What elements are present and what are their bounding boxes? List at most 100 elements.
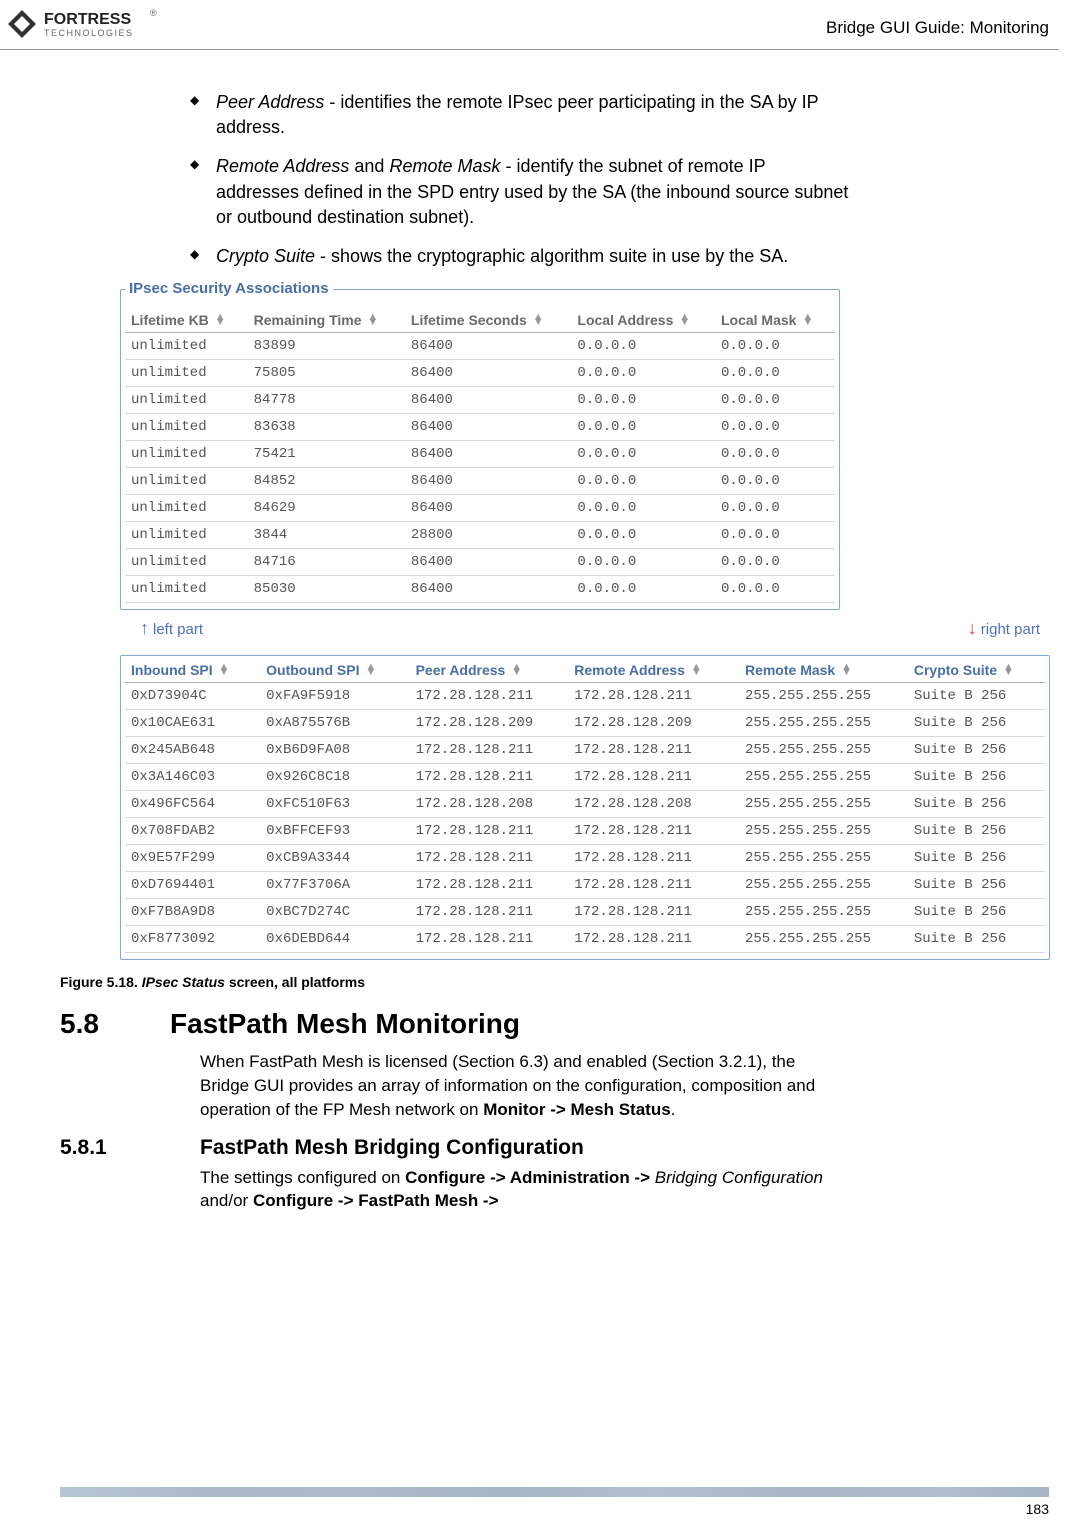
table-cell: 172.28.128.211 bbox=[410, 872, 569, 899]
table-row: unlimited83899864000.0.0.00.0.0.0 bbox=[125, 333, 835, 360]
table1-header[interactable]: Local Address ▲▼ bbox=[571, 308, 715, 333]
table-cell: 0.0.0.0 bbox=[571, 333, 715, 360]
table-cell: 84778 bbox=[248, 387, 405, 414]
ipsec-group-title: IPsec Security Associations bbox=[125, 280, 333, 297]
table2-header[interactable]: Outbound SPI ▲▼ bbox=[260, 658, 409, 683]
table2-header[interactable]: Crypto Suite ▲▼ bbox=[908, 658, 1045, 683]
table-cell: 172.28.128.208 bbox=[410, 791, 569, 818]
table-row: unlimited75421864000.0.0.00.0.0.0 bbox=[125, 441, 835, 468]
table1-header[interactable]: Remaining Time ▲▼ bbox=[248, 308, 405, 333]
table-cell: 86400 bbox=[405, 495, 572, 522]
section-5-8-title: FastPath Mesh Monitoring bbox=[170, 1008, 520, 1040]
table1-header[interactable]: Local Mask ▲▼ bbox=[715, 308, 835, 333]
table-cell: 86400 bbox=[405, 468, 572, 495]
table-cell: 0x6DEBD644 bbox=[260, 926, 409, 953]
table-cell: 86400 bbox=[405, 414, 572, 441]
table1-header[interactable]: Lifetime KB ▲▼ bbox=[125, 308, 248, 333]
table-cell: 0.0.0.0 bbox=[571, 360, 715, 387]
right-part-label: right part bbox=[968, 618, 1040, 639]
table-cell: 0.0.0.0 bbox=[571, 522, 715, 549]
ipsec-sa-table-right: Inbound SPI ▲▼Outbound SPI ▲▼Peer Addres… bbox=[125, 658, 1045, 953]
table-cell: 0.0.0.0 bbox=[571, 414, 715, 441]
table-row: unlimited84778864000.0.0.00.0.0.0 bbox=[125, 387, 835, 414]
table-cell: 172.28.128.211 bbox=[568, 926, 739, 953]
table-cell: 0xD7694401 bbox=[125, 872, 260, 899]
table2-header[interactable]: Remote Mask ▲▼ bbox=[739, 658, 908, 683]
page-number: 183 bbox=[1026, 1501, 1049, 1517]
table-cell: 86400 bbox=[405, 387, 572, 414]
table-cell: 0x708FDAB2 bbox=[125, 818, 260, 845]
table-cell: 172.28.128.208 bbox=[568, 791, 739, 818]
table-cell: 255.255.255.255 bbox=[739, 710, 908, 737]
table-cell: 172.28.128.211 bbox=[410, 683, 569, 710]
table-cell: 0.0.0.0 bbox=[715, 576, 835, 603]
section-5-8-heading: 5.8 FastPath Mesh Monitoring bbox=[60, 1008, 1029, 1040]
table-row: 0xD76944010x77F3706A172.28.128.211172.28… bbox=[125, 872, 1045, 899]
table-cell: 172.28.128.211 bbox=[410, 899, 569, 926]
logo-sub-text: TECHNOLOGIES bbox=[44, 28, 134, 38]
table-cell: 3844 bbox=[248, 522, 405, 549]
table-cell: 0x77F3706A bbox=[260, 872, 409, 899]
table-cell: 172.28.128.211 bbox=[410, 818, 569, 845]
table1-header[interactable]: Lifetime Seconds ▲▼ bbox=[405, 308, 572, 333]
table-cell: 83899 bbox=[248, 333, 405, 360]
table-cell: 0.0.0.0 bbox=[715, 522, 835, 549]
table-cell: 0xBFFCEF93 bbox=[260, 818, 409, 845]
table-row: unlimited85030864000.0.0.00.0.0.0 bbox=[125, 576, 835, 603]
table-cell: 85030 bbox=[248, 576, 405, 603]
table-cell: 0x10CAE631 bbox=[125, 710, 260, 737]
table-cell: 172.28.128.211 bbox=[410, 845, 569, 872]
table-cell: 75421 bbox=[248, 441, 405, 468]
logo: FORTRESS ® TECHNOLOGIES bbox=[0, 2, 180, 51]
table-cell: 0.0.0.0 bbox=[571, 576, 715, 603]
table-cell: 28800 bbox=[405, 522, 572, 549]
ipsec-sa-table-left: Lifetime KB ▲▼Remaining Time ▲▼Lifetime … bbox=[125, 308, 835, 603]
bullet-list: Peer Address - identifies the remote IPs… bbox=[190, 90, 849, 269]
table-cell: 84716 bbox=[248, 549, 405, 576]
table2-header[interactable]: Remote Address ▲▼ bbox=[568, 658, 739, 683]
page-header: FORTRESS ® TECHNOLOGIES Bridge GUI Guide… bbox=[0, 0, 1059, 50]
table-cell: 0.0.0.0 bbox=[715, 387, 835, 414]
table-cell: 0.0.0.0 bbox=[571, 549, 715, 576]
table2-header[interactable]: Inbound SPI ▲▼ bbox=[125, 658, 260, 683]
section-5-8-1-title: FastPath Mesh Bridging Configuration bbox=[200, 1136, 584, 1160]
table-cell: 86400 bbox=[405, 333, 572, 360]
table-cell: unlimited bbox=[125, 414, 248, 441]
fortress-logo-icon: FORTRESS ® TECHNOLOGIES bbox=[0, 2, 180, 46]
table-row: 0x496FC5640xFC510F63172.28.128.208172.28… bbox=[125, 791, 1045, 818]
footer-bar bbox=[60, 1487, 1049, 1497]
table-cell: 172.28.128.211 bbox=[410, 764, 569, 791]
table-cell: 255.255.255.255 bbox=[739, 872, 908, 899]
table-cell: 0xBC7D274C bbox=[260, 899, 409, 926]
table-cell: Suite B 256 bbox=[908, 737, 1045, 764]
section-5-8-1-body: The settings configured on Configure -> … bbox=[200, 1166, 829, 1214]
table-cell: 255.255.255.255 bbox=[739, 683, 908, 710]
ipsec-sa-group: IPsec Security Associations Lifetime KB … bbox=[120, 289, 840, 610]
table-cell: 0xFA9F5918 bbox=[260, 683, 409, 710]
table-cell: 255.255.255.255 bbox=[739, 791, 908, 818]
table-cell: unlimited bbox=[125, 495, 248, 522]
table-cell: 0xFC510F63 bbox=[260, 791, 409, 818]
section-5-8-1-heading: 5.8.1 FastPath Mesh Bridging Configurati… bbox=[60, 1136, 1029, 1160]
table-cell: 255.255.255.255 bbox=[739, 764, 908, 791]
table-cell: 0.0.0.0 bbox=[715, 441, 835, 468]
table2-header[interactable]: Peer Address ▲▼ bbox=[410, 658, 569, 683]
table-cell: 0x245AB648 bbox=[125, 737, 260, 764]
table-cell: Suite B 256 bbox=[908, 899, 1045, 926]
table-row: unlimited84629864000.0.0.00.0.0.0 bbox=[125, 495, 835, 522]
table-cell: 172.28.128.211 bbox=[568, 764, 739, 791]
table-cell: Suite B 256 bbox=[908, 872, 1045, 899]
table-cell: unlimited bbox=[125, 387, 248, 414]
table-cell: unlimited bbox=[125, 522, 248, 549]
ipsec-sa-table-right-wrap: Inbound SPI ▲▼Outbound SPI ▲▼Peer Addres… bbox=[120, 655, 1050, 960]
table-cell: 0.0.0.0 bbox=[715, 549, 835, 576]
table-cell: Suite B 256 bbox=[908, 710, 1045, 737]
table-row: 0x10CAE6310xA875576B172.28.128.209172.28… bbox=[125, 710, 1045, 737]
table-row: 0x3A146C030x926C8C18172.28.128.211172.28… bbox=[125, 764, 1045, 791]
table-cell: 255.255.255.255 bbox=[739, 926, 908, 953]
table-cell: Suite B 256 bbox=[908, 818, 1045, 845]
table-cell: 0.0.0.0 bbox=[571, 495, 715, 522]
table-cell: unlimited bbox=[125, 576, 248, 603]
table-row: unlimited75805864000.0.0.00.0.0.0 bbox=[125, 360, 835, 387]
table-cell: 0.0.0.0 bbox=[715, 360, 835, 387]
